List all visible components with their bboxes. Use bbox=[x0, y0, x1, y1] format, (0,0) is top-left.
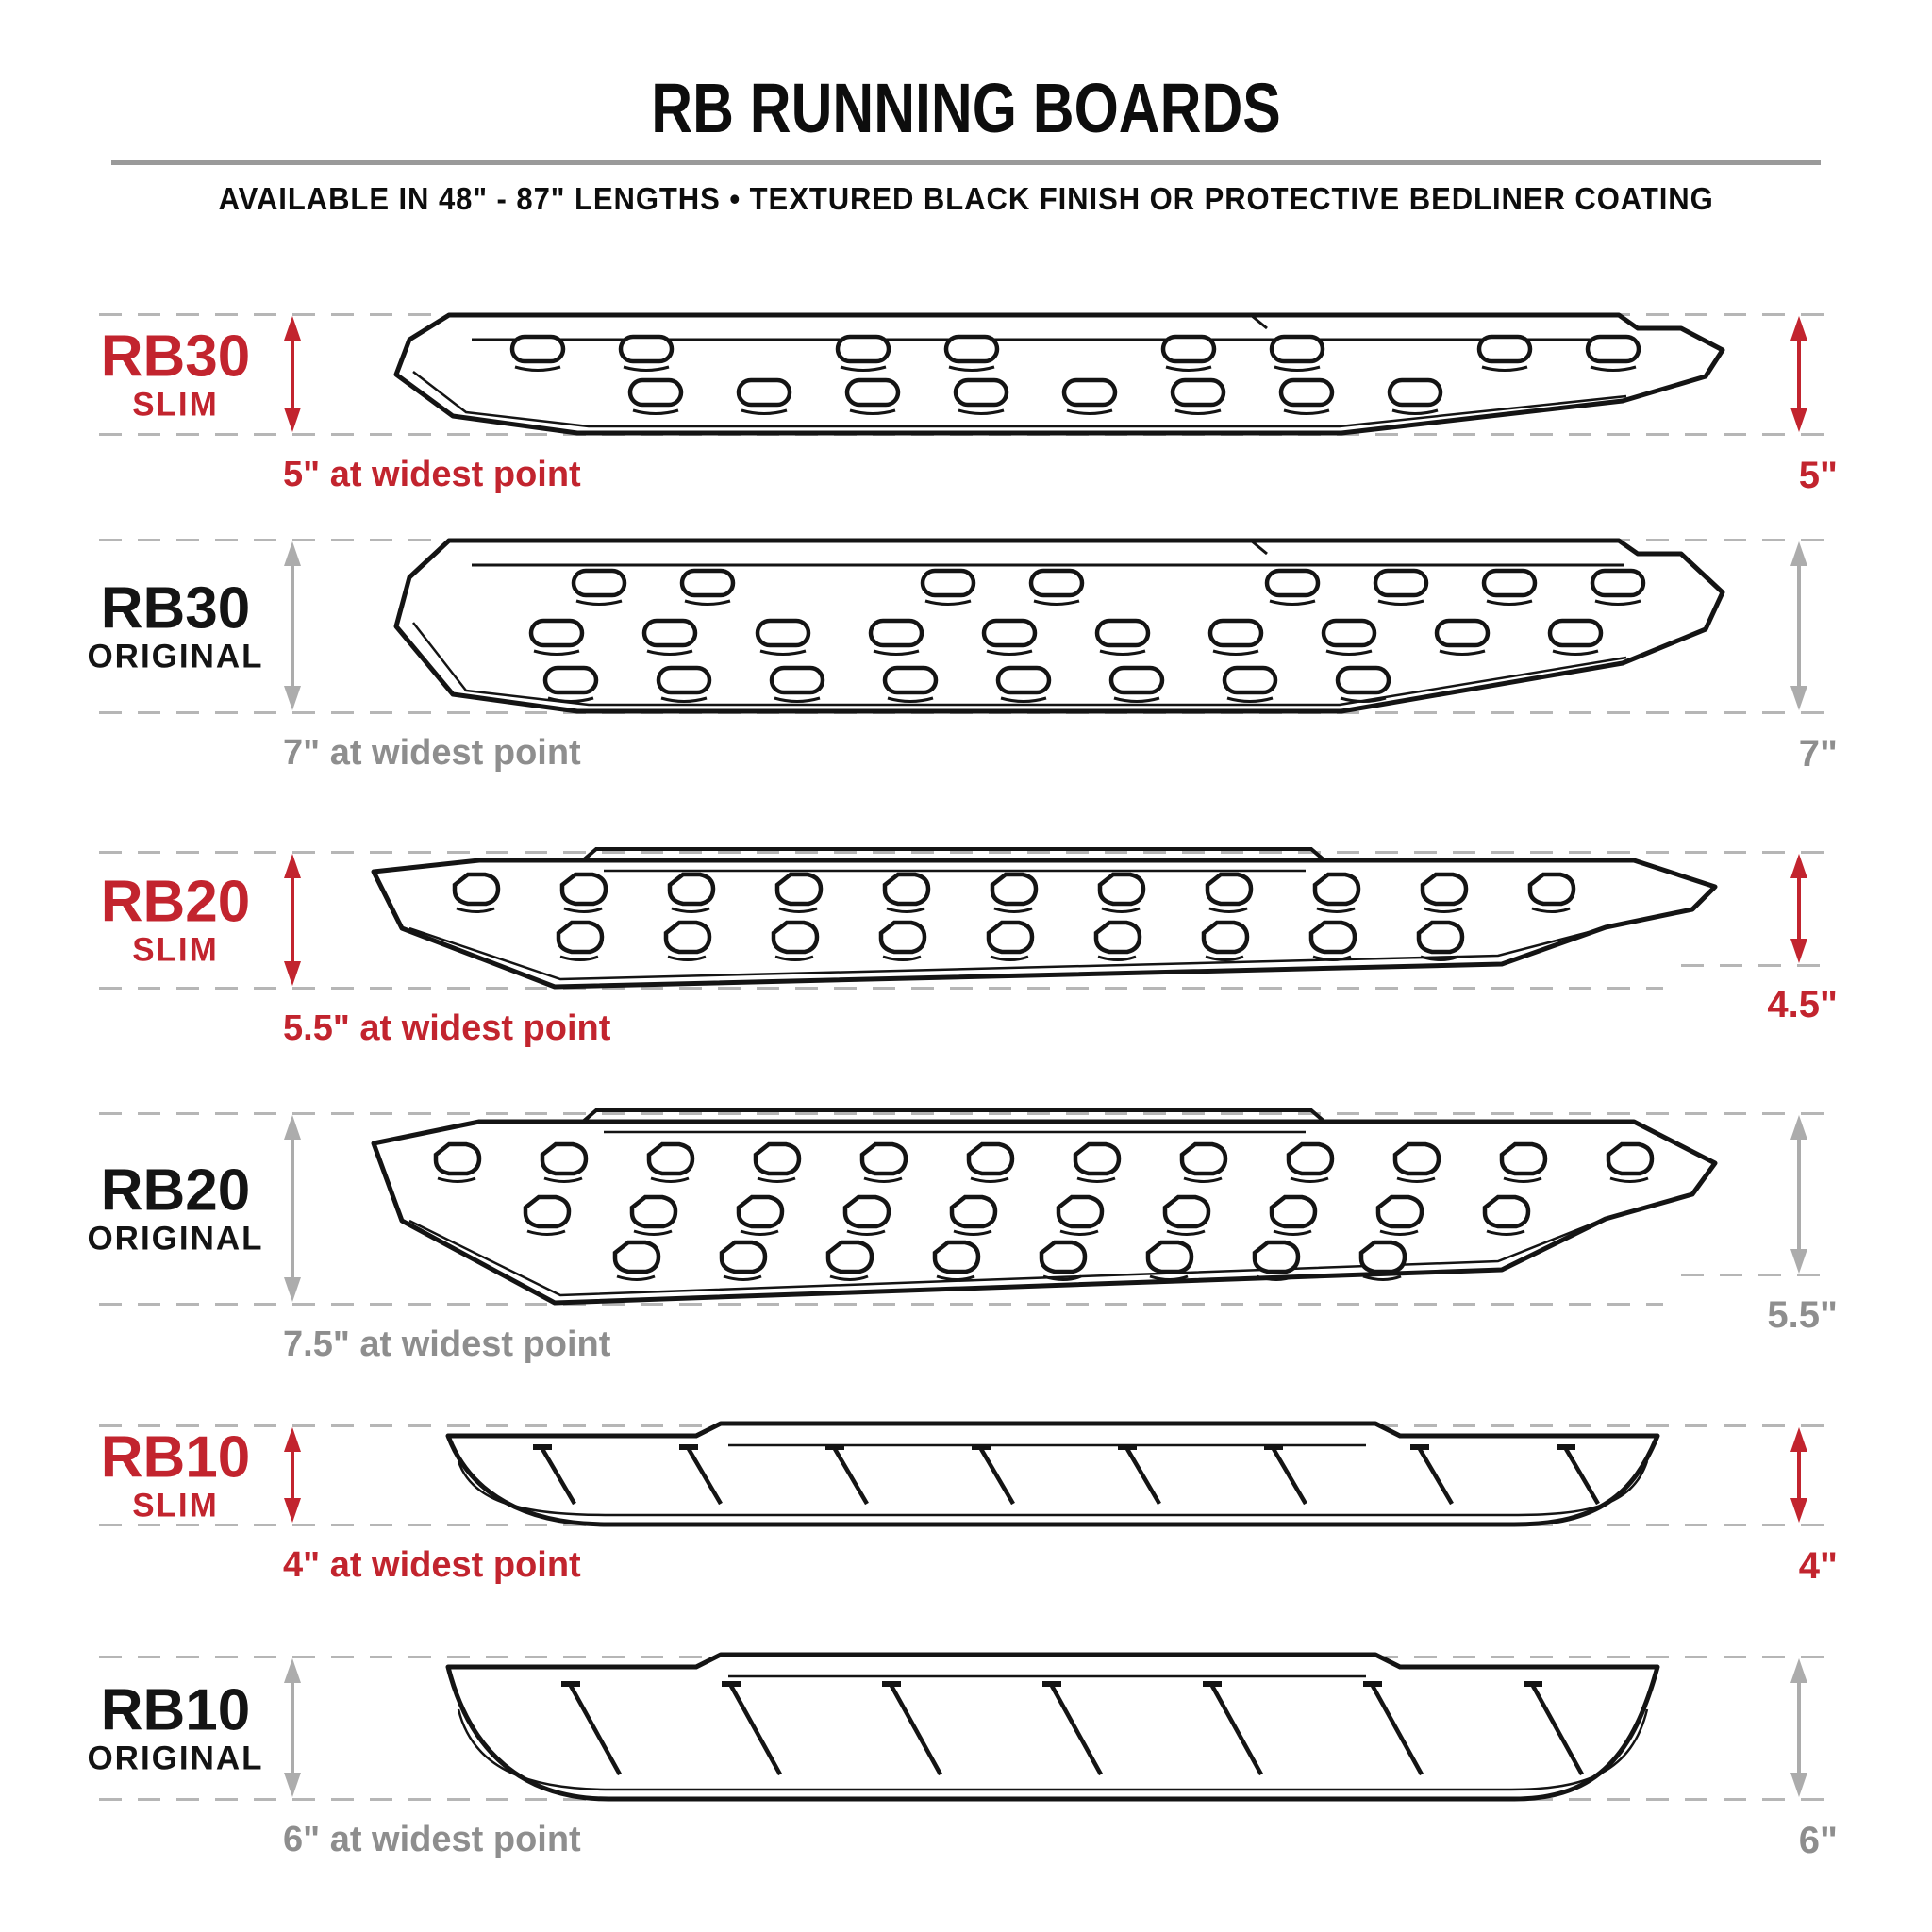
model-label-block: RB10 ORIGINAL bbox=[34, 1680, 317, 1775]
height-label: 5.5" bbox=[1767, 1294, 1838, 1336]
dashed-line-top bbox=[99, 1112, 1835, 1115]
title-divider bbox=[111, 160, 1821, 165]
right-dimension-arrow bbox=[1780, 1425, 1818, 1529]
model-name: RB20 bbox=[100, 1158, 251, 1224]
dashed-line-bottom bbox=[99, 1303, 1663, 1306]
model-name: RB30 bbox=[100, 575, 251, 641]
model-label-block: RB20 SLIM bbox=[34, 869, 317, 969]
rb30-slim-drawing bbox=[358, 308, 1745, 445]
row-rb20-slim: RB20 SLIM 5.5" at widest point 4.5" bbox=[0, 847, 1932, 1048]
row-rb10-slim: RB10 SLIM 4" at widest point 4" bbox=[0, 1421, 1932, 1587]
model-variant: SLIM bbox=[132, 931, 219, 969]
model-label-block: RB10 SLIM bbox=[34, 1427, 317, 1523]
dashed-line-top bbox=[99, 851, 1835, 854]
left-dimension-arrow bbox=[274, 314, 311, 439]
row-rb20-original: RB20 ORIGINAL 7.5" at widest point bbox=[0, 1108, 1932, 1364]
left-dimension-arrow bbox=[274, 540, 311, 717]
rb10-original-drawing bbox=[358, 1650, 1745, 1810]
dashed-line-right bbox=[1681, 1274, 1835, 1276]
left-dimension-arrow bbox=[274, 1113, 311, 1308]
model-label-block: RB30 SLIM bbox=[34, 326, 317, 422]
height-label: 6" bbox=[1798, 1820, 1838, 1861]
dashed-line-bottom bbox=[99, 987, 1663, 990]
model-variant: SLIM bbox=[132, 386, 219, 424]
row-rb30-slim: RB30 SLIM 5" at widest point 5" bbox=[0, 312, 1932, 496]
page-title: RB RUNNING BOARDS bbox=[651, 69, 1281, 147]
height-label: 7" bbox=[1798, 733, 1838, 774]
width-note: 5" at widest point bbox=[283, 455, 581, 494]
width-note: 7.5" at widest point bbox=[283, 1324, 611, 1364]
right-dimension-arrow bbox=[1780, 1657, 1818, 1804]
rb20-slim-drawing bbox=[358, 845, 1745, 999]
model-label-block: RB20 ORIGINAL bbox=[34, 1158, 317, 1257]
left-dimension-arrow bbox=[274, 852, 311, 992]
left-dimension-arrow bbox=[274, 1425, 311, 1529]
model-name: RB10 bbox=[100, 1677, 251, 1743]
right-dimension-arrow bbox=[1780, 852, 1818, 970]
width-note: 4" at widest point bbox=[283, 1545, 581, 1585]
model-variant: ORIGINAL bbox=[87, 1220, 264, 1257]
model-name: RB30 bbox=[100, 324, 251, 390]
model-label-block: RB30 ORIGINAL bbox=[34, 578, 317, 674]
right-dimension-arrow bbox=[1780, 314, 1818, 439]
right-dimension-arrow bbox=[1780, 540, 1818, 717]
dashed-line-right bbox=[1681, 964, 1835, 967]
height-label: 4" bbox=[1798, 1545, 1838, 1587]
width-note: 5.5" at widest point bbox=[283, 1008, 611, 1048]
model-name: RB10 bbox=[100, 1424, 251, 1491]
model-variant: ORIGINAL bbox=[87, 1740, 264, 1777]
width-note: 6" at widest point bbox=[283, 1820, 581, 1859]
model-variant: ORIGINAL bbox=[87, 638, 264, 675]
rb30-original-drawing bbox=[358, 533, 1745, 724]
height-label: 4.5" bbox=[1767, 984, 1838, 1025]
rb20-original-drawing bbox=[358, 1107, 1745, 1315]
page-subtitle: AVAILABLE IN 48" - 87" LENGTHS • TEXTURE… bbox=[218, 181, 1714, 216]
row-rb10-original: RB10 ORIGINAL 6" at widest point 6" bbox=[0, 1652, 1932, 1861]
model-variant: SLIM bbox=[132, 1487, 219, 1524]
right-dimension-arrow bbox=[1780, 1113, 1818, 1280]
width-note: 7" at widest point bbox=[283, 733, 581, 773]
row-rb30-original: RB30 ORIGINAL 7" at widest point 7" bbox=[0, 538, 1932, 774]
page-title-wrap: RB RUNNING BOARDS bbox=[0, 68, 1932, 148]
height-label: 5" bbox=[1798, 455, 1838, 496]
left-dimension-arrow bbox=[274, 1657, 311, 1804]
rb10-slim-drawing bbox=[358, 1419, 1745, 1536]
model-name: RB20 bbox=[100, 869, 251, 935]
page-subtitle-wrap: AVAILABLE IN 48" - 87" LENGTHS • TEXTURE… bbox=[0, 181, 1932, 217]
